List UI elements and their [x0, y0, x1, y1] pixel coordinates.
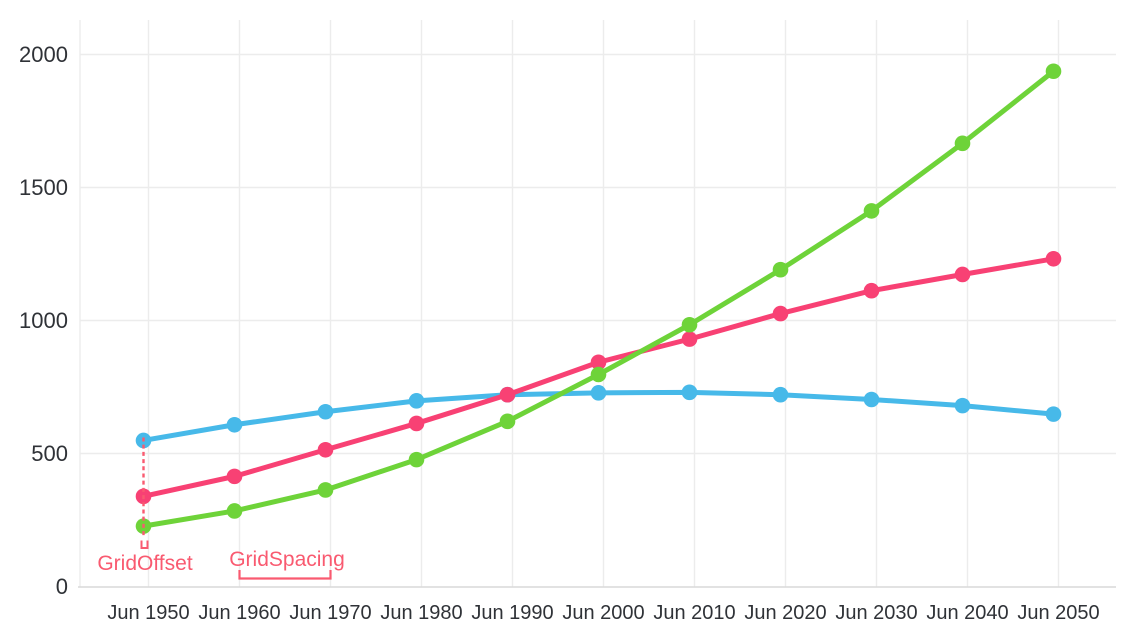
series-pink-point	[863, 282, 880, 299]
x-tick-label: Jun 2050	[1017, 602, 1100, 624]
x-tick-label: Jun 1970	[289, 602, 372, 624]
x-tick-label: Jun 1990	[471, 602, 554, 624]
series-green-point	[226, 503, 243, 519]
series-green-point	[772, 261, 789, 278]
y-tick-label: 0	[55, 573, 68, 599]
grid-spacing-bracket	[238, 570, 332, 580]
series-blue-point	[772, 386, 789, 403]
series-green-point	[954, 135, 971, 152]
series-blue-point	[954, 397, 971, 414]
series-green-point	[317, 482, 334, 498]
series-pink-point	[772, 305, 789, 322]
series-pink-point	[317, 441, 334, 458]
gridlines-layer	[78, 20, 1116, 588]
series-blue-point	[1045, 406, 1062, 422]
series-layer	[135, 63, 1062, 534]
y-tick-label: 500	[31, 440, 68, 466]
y-tick-label: 1500	[19, 174, 68, 200]
x-tick-label: Jun 1960	[198, 602, 281, 624]
series-blue-point	[681, 384, 698, 401]
series-green-point	[863, 203, 880, 219]
y-tick-label: 2000	[19, 41, 68, 67]
series-pink-point	[226, 468, 243, 485]
grid-offset-bracket	[140, 540, 149, 549]
series-pink-point	[681, 331, 698, 347]
grid-offset-label: GridOffset	[97, 552, 193, 575]
x-tick-label: Jun 1950	[107, 602, 190, 624]
x-tick-label: Jun 2040	[926, 602, 1009, 624]
series-green-point	[408, 451, 425, 468]
x-tick-label: Jun 1980	[380, 602, 463, 624]
grid-spacing-label: GridSpacing	[229, 548, 345, 571]
series-pink-point	[954, 266, 971, 283]
y-tick-label: 1000	[19, 307, 68, 333]
series-green-line	[141, 68, 1056, 529]
series-pink-point	[408, 415, 425, 432]
series-green-point	[499, 413, 516, 430]
series-pink-point	[499, 386, 516, 403]
x-tick-label: Jun 2030	[835, 602, 918, 624]
series-green-point	[590, 366, 607, 383]
x-tick-label: Jun 2000	[562, 602, 645, 624]
annotations-layer	[140, 437, 332, 580]
series-green-point	[1045, 63, 1062, 80]
series-blue-point	[863, 391, 880, 408]
x-tick-label: Jun 2010	[653, 602, 736, 624]
x-tick-label: Jun 2020	[744, 602, 827, 624]
series-pink-point	[590, 354, 607, 371]
series-pink-point	[1045, 250, 1062, 267]
series-blue-point	[590, 385, 607, 401]
series-blue-point	[317, 403, 334, 420]
series-blue-point	[226, 416, 243, 433]
series-blue-point	[408, 393, 425, 409]
series-green-point	[681, 316, 698, 333]
